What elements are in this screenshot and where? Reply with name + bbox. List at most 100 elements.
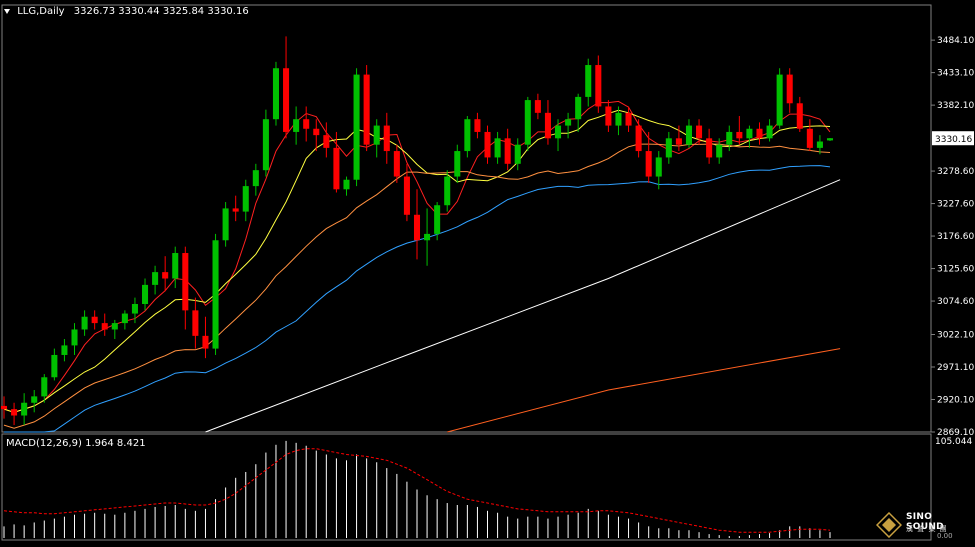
candle-body <box>635 125 642 152</box>
candle-body <box>383 125 390 152</box>
symbol-timeframe: LLG,Daily <box>17 6 65 17</box>
candle-body <box>41 377 48 397</box>
candle-body <box>403 176 410 215</box>
ohlc-values: 3326.73 3330.44 3325.84 3330.16 <box>73 6 249 17</box>
candle-body <box>454 151 461 177</box>
candle-body <box>242 186 249 212</box>
candle-body <box>424 233 431 241</box>
candle-body <box>283 68 290 132</box>
candle-body <box>212 240 219 349</box>
candle-body <box>675 138 682 145</box>
candle-body <box>61 345 68 355</box>
candle-body <box>464 119 471 152</box>
candle-body <box>0 405 8 410</box>
chart-frame <box>1 4 932 541</box>
candles <box>0 36 834 426</box>
macd-axis-bottom: 0.00 <box>937 532 953 540</box>
price-tick-label: 3484.10 <box>937 36 974 46</box>
candle-body <box>524 100 531 145</box>
candle-body <box>585 65 592 97</box>
macd-label: MACD(12,26,9) 1.964 8.421 <box>6 438 146 449</box>
candle-body <box>11 409 18 416</box>
candle-body <box>565 119 572 126</box>
candle-body <box>696 125 703 139</box>
candle-body <box>353 74 360 180</box>
candle-body <box>21 402 28 416</box>
dropdown-arrow-icon[interactable] <box>4 8 10 14</box>
macd-panel: 105.044 0.00 <box>3 437 972 540</box>
candle-body <box>162 272 169 279</box>
candle-body <box>101 323 108 330</box>
ma5-line <box>3 100 831 413</box>
candle-body <box>726 131 733 145</box>
brand-name: SINO SOUND <box>906 512 944 532</box>
ma120-line <box>447 348 841 433</box>
price-tick-label: 3022.10 <box>937 331 974 341</box>
candle-body <box>182 253 189 311</box>
candle-body <box>222 208 229 241</box>
candle-body <box>665 138 672 158</box>
candle-body <box>746 128 753 139</box>
price-panel-border <box>1 4 932 433</box>
candle-body <box>192 310 199 336</box>
candle-body <box>685 125 692 145</box>
candle-body <box>333 147 340 190</box>
candle-body <box>816 141 823 148</box>
candle-body <box>484 131 491 158</box>
candle-body <box>71 329 78 346</box>
candle-body <box>826 138 834 141</box>
candle-body <box>615 112 622 126</box>
current-price-label: 3330.16 <box>935 135 972 145</box>
candle-body <box>413 214 421 241</box>
candle-body <box>152 272 159 285</box>
price-tick-label: 3227.60 <box>937 200 974 210</box>
candle-body <box>272 68 279 120</box>
candle-body <box>575 96 582 120</box>
candle-body <box>756 128 763 139</box>
candle-body <box>474 119 481 132</box>
current-price-box <box>932 131 974 146</box>
candle-body <box>544 112 551 139</box>
candle-body <box>605 106 612 126</box>
price-tick-label: 3074.60 <box>937 297 974 307</box>
ma60-line <box>205 179 841 433</box>
chart-header: LLG,Daily 3326.73 3330.44 3325.84 3330.1… <box>4 6 249 17</box>
price-tick-label: 3382.10 <box>937 101 974 111</box>
candle-body <box>595 65 602 107</box>
candle-body <box>534 100 541 113</box>
candle-body <box>625 112 632 126</box>
candle-body <box>303 119 310 129</box>
candle-body <box>363 74 370 145</box>
candle-body <box>766 125 773 139</box>
price-axis: 3484.10 3433.10 3382.10 3330.16 3278.60 3227.… <box>931 36 974 438</box>
candle-body <box>232 208 239 212</box>
moving-averages <box>3 100 841 433</box>
candle-body <box>806 128 813 148</box>
candle-body <box>706 138 713 158</box>
candle-body <box>91 316 98 324</box>
candle-body <box>121 313 128 324</box>
candle-body <box>786 74 793 104</box>
price-tick-label: 2869.10 <box>937 428 974 438</box>
macd-axis-top: 105.044 <box>935 437 972 447</box>
candle-body <box>172 253 179 279</box>
candle-body <box>393 151 400 177</box>
candle-body <box>202 335 209 349</box>
candle-body <box>51 354 58 378</box>
candle-body <box>31 396 38 403</box>
price-tick-label: 2971.10 <box>937 363 974 373</box>
candle-body <box>796 103 803 129</box>
candle-body <box>142 284 149 304</box>
candle-body <box>514 144 521 164</box>
candle-body <box>736 131 743 139</box>
candle-body <box>323 135 330 148</box>
diamond-logo-icon <box>875 511 903 539</box>
brand-name-cn: 漢 聲 集 團 <box>906 525 948 533</box>
price-tick-label: 3125.60 <box>937 265 974 275</box>
candle-body <box>716 144 723 158</box>
candle-body <box>293 119 300 132</box>
candle-body <box>434 205 441 234</box>
ma20-line <box>3 143 831 429</box>
